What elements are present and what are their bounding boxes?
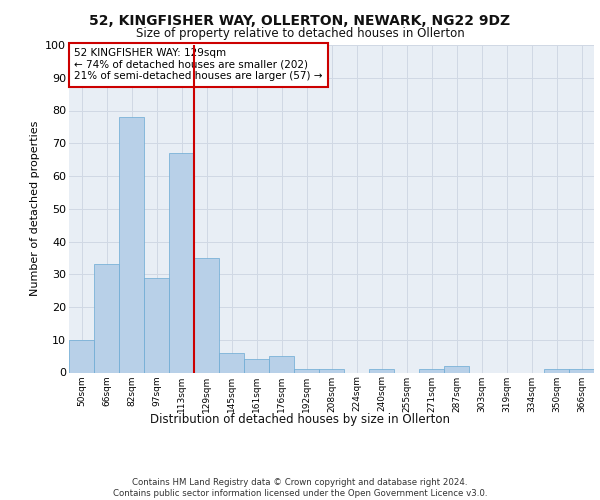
Bar xyxy=(544,369,569,372)
Text: Distribution of detached houses by size in Ollerton: Distribution of detached houses by size … xyxy=(150,412,450,426)
Bar xyxy=(244,360,269,372)
Text: 52 KINGFISHER WAY: 129sqm
← 74% of detached houses are smaller (202)
21% of semi: 52 KINGFISHER WAY: 129sqm ← 74% of detac… xyxy=(74,48,323,82)
Text: Size of property relative to detached houses in Ollerton: Size of property relative to detached ho… xyxy=(136,28,464,40)
Bar xyxy=(119,117,144,372)
Bar xyxy=(419,369,444,372)
Bar xyxy=(319,369,344,372)
Bar xyxy=(94,264,119,372)
Text: 52, KINGFISHER WAY, OLLERTON, NEWARK, NG22 9DZ: 52, KINGFISHER WAY, OLLERTON, NEWARK, NG… xyxy=(89,14,511,28)
Bar xyxy=(294,369,319,372)
Bar xyxy=(194,258,219,372)
Bar xyxy=(569,369,594,372)
Bar xyxy=(69,340,94,372)
Bar xyxy=(169,153,194,372)
Bar xyxy=(444,366,469,372)
Bar xyxy=(269,356,294,372)
Y-axis label: Number of detached properties: Number of detached properties xyxy=(29,121,40,296)
Bar xyxy=(219,353,244,372)
Bar xyxy=(369,369,394,372)
Text: Contains HM Land Registry data © Crown copyright and database right 2024.
Contai: Contains HM Land Registry data © Crown c… xyxy=(113,478,487,498)
Bar xyxy=(144,278,169,372)
